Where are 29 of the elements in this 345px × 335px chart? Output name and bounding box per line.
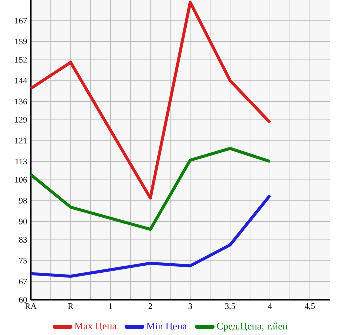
line-series [30, 147, 272, 232]
y-tick-label: 83 [19, 237, 28, 243]
y-tick-label: 98 [19, 198, 28, 204]
y-tick-label: 167 [15, 18, 28, 24]
x-tick-label: 1 [109, 304, 112, 310]
x-tick-label: RA [25, 304, 37, 310]
x-tick-label: 3,5 [225, 304, 236, 310]
x-tick-label: 4 [268, 304, 272, 310]
y-tick-label: 113 [16, 158, 28, 165]
y-tick-label: 159 [15, 38, 28, 45]
x-tick-label: 4,5 [304, 304, 316, 310]
y-tick-label: 67 [19, 278, 28, 285]
x-tick-label: 2 [148, 304, 152, 310]
x-tick-label: R [68, 304, 74, 310]
y-tick-label: 152 [15, 57, 27, 63]
y-tick-label: 90 [19, 218, 28, 225]
y-tick-label: 106 [15, 177, 28, 183]
legend-label: Max Цена [74, 322, 117, 332]
y-tick-label: 129 [15, 117, 28, 123]
line-series [30, 194, 272, 278]
line-series [30, 1, 272, 200]
y-tick-label: 144 [15, 78, 28, 84]
y-tick-label: 60 [19, 297, 28, 303]
legend-label: Min Цена [146, 322, 188, 332]
y-tick-label: 75 [20, 258, 28, 264]
x-tick-label: 3 [188, 304, 192, 310]
legend-label: Сред.Цена, т.йен [217, 322, 288, 332]
y-tick-label: 121 [15, 138, 27, 144]
y-tick-label: 136 [15, 98, 28, 105]
